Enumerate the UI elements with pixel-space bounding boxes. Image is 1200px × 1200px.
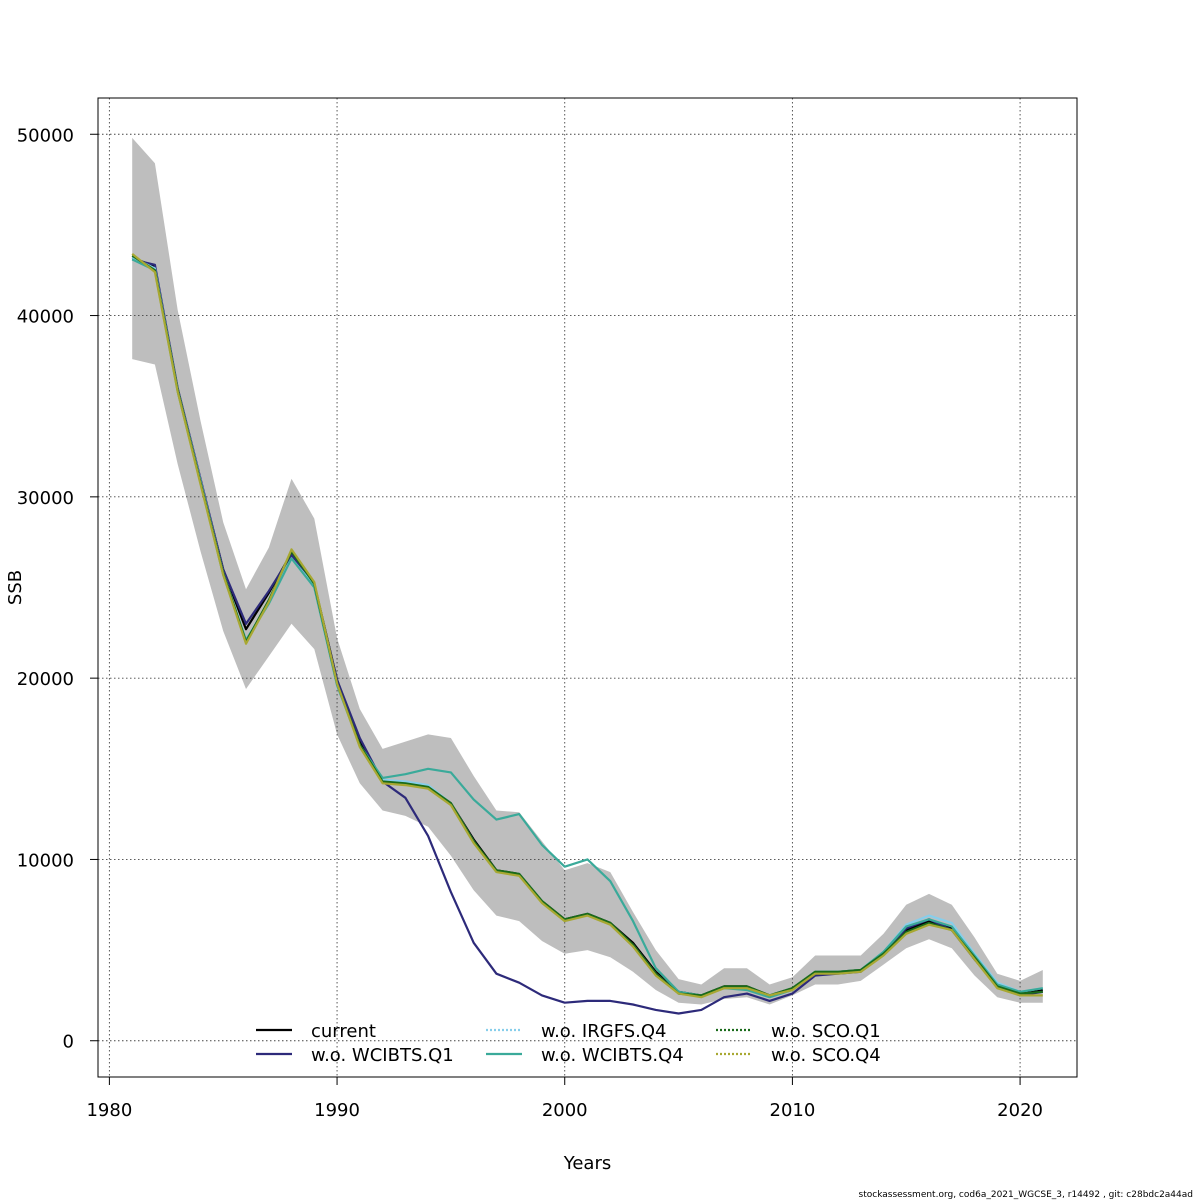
series-layer xyxy=(131,253,1043,1015)
legend-item: w.o. IRGFS.Q4 xyxy=(486,1021,667,1042)
y-tick-label: 10000 xyxy=(17,850,74,871)
x-tick-label: 2020 xyxy=(997,1100,1043,1121)
plot-frame xyxy=(97,97,1078,1078)
y-tick-label: 20000 xyxy=(17,669,74,690)
x-axis-title: Years xyxy=(563,1153,612,1174)
confidence-band-layer xyxy=(132,137,1043,1005)
x-tick-label: 1990 xyxy=(314,1100,360,1121)
legend-item: w.o. WCIBTS.Q1 xyxy=(256,1045,454,1066)
tick-layer: 1980 1990 2000 2010 2020 0 10000 20000 30000 4000… xyxy=(17,125,1043,1121)
legend-label: w.o. SCO.Q4 xyxy=(771,1045,881,1066)
legend-label: w.o. SCO.Q1 xyxy=(771,1021,881,1042)
legend-label: w.o. IRGFS.Q4 xyxy=(541,1021,667,1042)
confidence-band xyxy=(132,137,1043,1005)
y-axis-title: SSB xyxy=(5,570,26,605)
x-tick-label: 2010 xyxy=(770,1100,816,1121)
y-tick-label: 40000 xyxy=(17,307,74,328)
legend-item: w.o. SCO.Q4 xyxy=(716,1045,881,1066)
y-tick-label: 30000 xyxy=(17,488,74,509)
legend-item: w.o. WCIBTS.Q4 xyxy=(486,1045,684,1066)
y-tick-label: 0 xyxy=(63,1032,74,1053)
legend: current w.o. WCIBTS.Q1 w.o. IRGFS.Q4 w.o. W… xyxy=(256,1021,881,1066)
y-tick-label: 50000 xyxy=(17,125,74,146)
legend-item: current xyxy=(256,1021,376,1042)
legend-label: w.o. WCIBTS.Q1 xyxy=(311,1045,454,1066)
footer-credit: stockassessment.org, cod6a_2021_WGCSE_3,… xyxy=(859,1190,1193,1200)
legend-item: w.o. SCO.Q1 xyxy=(716,1021,881,1042)
legend-label: current xyxy=(311,1021,376,1042)
series-line xyxy=(131,253,1043,999)
x-tick-label: 1980 xyxy=(86,1100,132,1121)
series-line xyxy=(131,258,1043,999)
x-tick-label: 2000 xyxy=(542,1100,588,1121)
legend-label: w.o. WCIBTS.Q4 xyxy=(541,1045,684,1066)
